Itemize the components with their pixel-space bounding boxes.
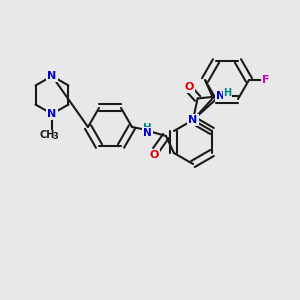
Text: H: H — [224, 88, 232, 98]
Text: N: N — [47, 71, 57, 81]
Text: N: N — [188, 115, 198, 125]
Text: F: F — [262, 75, 270, 85]
Text: N: N — [142, 128, 152, 138]
Text: N: N — [216, 91, 225, 101]
Text: H: H — [142, 123, 152, 133]
Text: O: O — [149, 150, 159, 160]
Text: CH: CH — [39, 130, 55, 140]
Text: H: H — [144, 125, 152, 135]
Text: 3: 3 — [52, 132, 58, 141]
Text: O: O — [185, 82, 194, 92]
Text: N: N — [47, 109, 57, 119]
